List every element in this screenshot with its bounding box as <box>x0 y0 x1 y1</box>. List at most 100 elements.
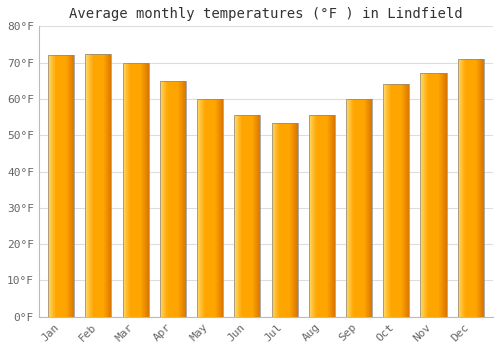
Bar <box>56 55 57 317</box>
Bar <box>442 74 444 317</box>
Bar <box>236 115 237 317</box>
Bar <box>92 54 93 317</box>
Bar <box>210 99 212 317</box>
Bar <box>275 122 276 317</box>
Bar <box>285 122 286 317</box>
Bar <box>146 63 148 317</box>
Title: Average monthly temperatures (°F ) in Lindfield: Average monthly temperatures (°F ) in Li… <box>69 7 462 21</box>
Bar <box>406 84 408 317</box>
Bar <box>424 74 425 317</box>
Bar <box>180 81 182 317</box>
Bar <box>363 99 364 317</box>
Bar <box>70 55 71 317</box>
Bar <box>326 115 327 317</box>
Bar <box>253 115 254 317</box>
Bar <box>330 115 331 317</box>
Bar <box>426 74 427 317</box>
Bar <box>177 81 178 317</box>
Bar <box>385 84 386 317</box>
Bar <box>481 59 482 317</box>
Bar <box>346 99 372 317</box>
Bar <box>128 63 129 317</box>
Bar <box>67 55 68 317</box>
Bar <box>318 115 319 317</box>
Bar <box>400 84 401 317</box>
Bar <box>98 54 99 317</box>
Bar <box>206 99 207 317</box>
Bar <box>171 81 172 317</box>
Bar <box>349 99 350 317</box>
Bar <box>479 59 480 317</box>
Bar <box>420 74 446 317</box>
Bar <box>334 115 335 317</box>
Bar <box>59 55 60 317</box>
Bar <box>105 54 106 317</box>
Bar <box>386 84 387 317</box>
Bar <box>290 122 291 317</box>
Bar <box>356 99 357 317</box>
Bar <box>60 55 61 317</box>
Bar <box>314 115 316 317</box>
Bar <box>132 63 133 317</box>
Bar <box>173 81 174 317</box>
Bar <box>142 63 143 317</box>
Bar <box>333 115 334 317</box>
Bar <box>104 54 105 317</box>
Bar <box>170 81 171 317</box>
Bar <box>476 59 477 317</box>
Bar <box>143 63 144 317</box>
Bar <box>359 99 360 317</box>
Bar <box>99 54 100 317</box>
Bar <box>239 115 240 317</box>
Bar <box>434 74 435 317</box>
Bar <box>134 63 135 317</box>
Bar <box>463 59 464 317</box>
Bar <box>175 81 176 317</box>
Bar <box>242 115 243 317</box>
Bar <box>331 115 332 317</box>
Bar <box>209 99 210 317</box>
Bar <box>208 99 209 317</box>
Bar <box>483 59 484 317</box>
Bar <box>394 84 395 317</box>
Bar <box>291 122 292 317</box>
Bar <box>420 74 421 317</box>
Bar <box>308 115 335 317</box>
Bar <box>321 115 322 317</box>
Bar <box>474 59 476 317</box>
Bar <box>383 84 384 317</box>
Bar <box>362 99 363 317</box>
Bar <box>54 55 56 317</box>
Bar <box>390 84 391 317</box>
Bar <box>220 99 221 317</box>
Bar <box>168 81 169 317</box>
Bar <box>354 99 355 317</box>
Bar <box>164 81 165 317</box>
Bar <box>185 81 186 317</box>
Bar <box>274 122 275 317</box>
Bar <box>388 84 389 317</box>
Bar <box>108 54 109 317</box>
Bar <box>427 74 428 317</box>
Bar <box>272 122 273 317</box>
Bar <box>292 122 293 317</box>
Bar <box>295 122 296 317</box>
Bar <box>461 59 462 317</box>
Bar <box>201 99 202 317</box>
Bar <box>259 115 260 317</box>
Bar <box>391 84 392 317</box>
Bar <box>163 81 164 317</box>
Bar <box>355 99 356 317</box>
Bar <box>97 54 98 317</box>
Bar <box>322 115 323 317</box>
Bar <box>69 55 70 317</box>
Bar <box>73 55 74 317</box>
Bar <box>358 99 359 317</box>
Bar <box>287 122 288 317</box>
Bar <box>478 59 479 317</box>
Bar <box>250 115 251 317</box>
Bar <box>293 122 294 317</box>
Bar <box>480 59 481 317</box>
Bar <box>423 74 424 317</box>
Bar <box>136 63 137 317</box>
